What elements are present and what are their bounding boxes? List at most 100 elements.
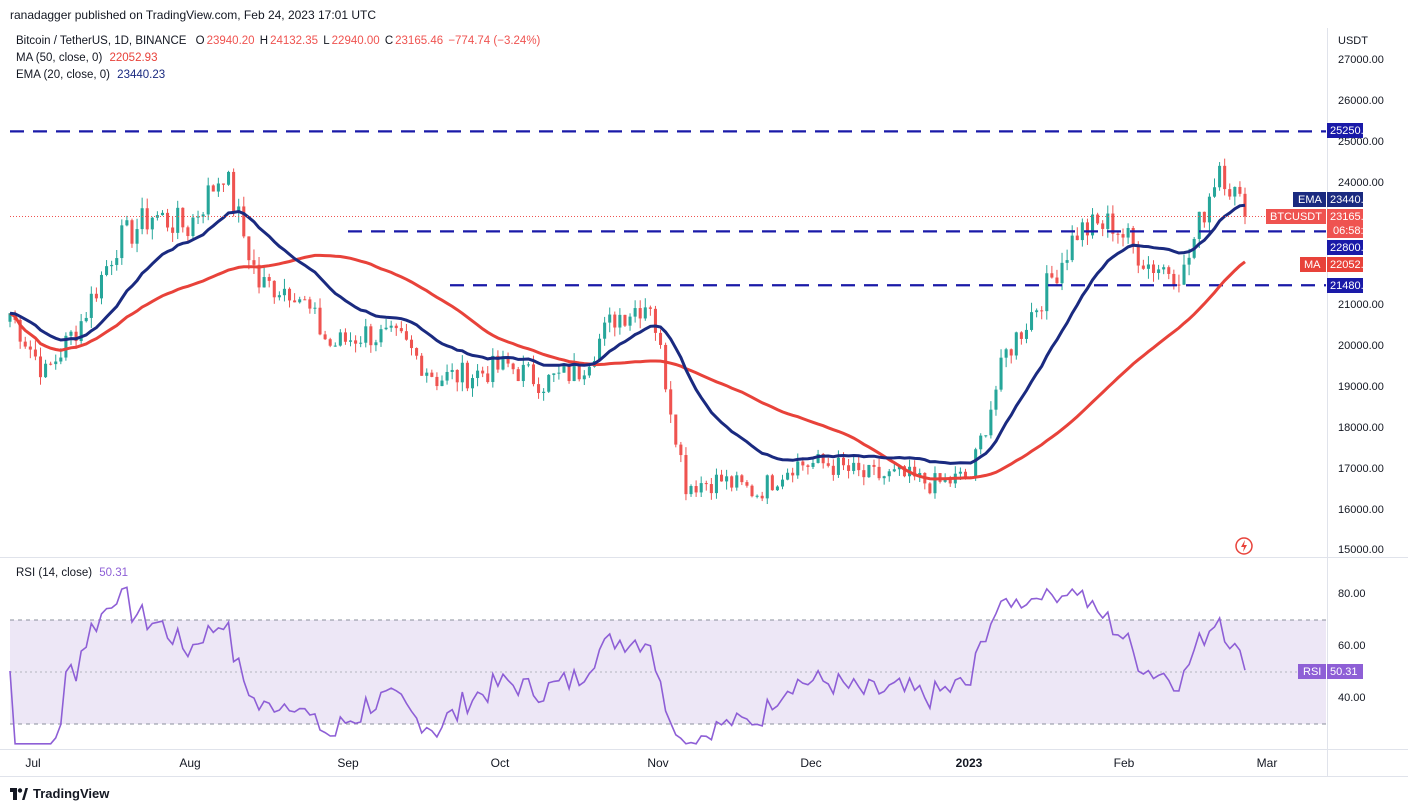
price-tick: 15000.00 — [1338, 544, 1384, 556]
candle-body — [735, 475, 739, 488]
candles-group — [8, 158, 1247, 505]
price-tick: 17000.00 — [1338, 463, 1384, 475]
badge-btcusdt: BTCUSDT 23165.46 06:58:50 — [1266, 209, 1376, 238]
candle-body — [491, 355, 495, 383]
candle-body — [1151, 264, 1156, 273]
candle-body — [984, 435, 988, 437]
candle-body — [313, 307, 317, 309]
candle-body — [33, 349, 37, 357]
candle-body — [526, 364, 530, 366]
candle-body — [979, 435, 983, 450]
rsi-tick: 60.00 — [1338, 640, 1366, 652]
candle-body — [343, 332, 347, 342]
candle-body — [450, 369, 454, 372]
candle-body — [1157, 269, 1161, 273]
ma-50-line — [9, 253, 1246, 481]
candle-body — [1030, 312, 1034, 330]
candle-body — [481, 370, 485, 374]
candle-body — [745, 482, 749, 486]
candle-body — [150, 217, 154, 230]
candle-body — [775, 486, 779, 491]
price-tick: 18000.00 — [1338, 422, 1384, 434]
candle-body — [1045, 273, 1049, 312]
candle-body — [440, 380, 444, 387]
candle-body — [1182, 264, 1186, 285]
candle-body — [267, 277, 271, 281]
candle-body — [105, 266, 109, 275]
price-tick: 21000.00 — [1338, 299, 1384, 311]
symbol-legend[interactable]: Bitcoin / TetherUS, 1D, BINANCE O 23940.2… — [16, 35, 542, 47]
candle-body — [181, 207, 185, 228]
candle-body — [1111, 213, 1115, 234]
candle-body — [1091, 214, 1095, 236]
candle-body — [999, 357, 1003, 390]
candle-body — [608, 314, 612, 323]
candle-body — [206, 185, 210, 215]
tradingview-logo-icon — [10, 787, 28, 800]
badge-rsi: RSI 50.31 — [1298, 664, 1363, 679]
candle-body — [44, 363, 48, 378]
candle-body — [211, 185, 215, 192]
candle-body — [1212, 187, 1217, 197]
candle-body — [653, 308, 657, 333]
candle-body — [318, 307, 322, 335]
candle-body — [1172, 273, 1176, 285]
candle-body — [618, 314, 622, 328]
candle-body — [501, 356, 505, 370]
rsi-tick: 40.00 — [1338, 692, 1366, 704]
candle-body — [430, 372, 434, 377]
candle-body — [272, 280, 276, 298]
time-tick: Aug — [179, 756, 200, 770]
candle-body — [465, 362, 469, 389]
candle-body — [359, 342, 363, 344]
candle-body — [1101, 223, 1105, 229]
candle-body — [542, 391, 546, 393]
candle-body — [989, 409, 993, 436]
candle-body — [1019, 332, 1023, 339]
candle-body — [110, 264, 114, 267]
candle-body — [572, 362, 576, 382]
lightning-icon[interactable] — [1235, 537, 1253, 555]
ema-legend[interactable]: EMA (20, close, 0) 23440.23 — [16, 69, 166, 81]
candle-body — [770, 475, 774, 491]
candle-body — [227, 171, 231, 185]
candle-body — [831, 465, 835, 475]
candle-body — [902, 466, 907, 477]
candle-body — [237, 206, 241, 212]
candle-body — [384, 327, 388, 330]
candle-body — [1126, 227, 1130, 238]
candle-body — [435, 376, 439, 387]
tradingview-logo[interactable]: TradingView — [10, 786, 109, 801]
candle-body — [669, 389, 673, 415]
svg-text:MA: MA — [1304, 259, 1321, 271]
candle-body — [186, 227, 190, 237]
svg-text:23440.23: 23440.23 — [1330, 194, 1376, 206]
candle-body — [826, 463, 830, 466]
candle-body — [506, 356, 510, 364]
candle-body — [857, 462, 861, 471]
candle-body — [816, 454, 820, 463]
candle-body — [277, 295, 281, 298]
candle-body — [84, 317, 88, 322]
candle-body — [404, 331, 408, 340]
footer-brand: TradingView — [33, 786, 110, 801]
rsi-legend[interactable]: RSI (14, close) 50.31 — [16, 567, 129, 579]
candle-body — [252, 260, 256, 265]
candle-body — [476, 370, 480, 379]
candle-body — [867, 464, 871, 478]
candle-body — [323, 334, 327, 340]
candle-body — [99, 274, 104, 299]
candle-body — [521, 364, 525, 382]
candle-body — [38, 356, 43, 378]
candle-body — [659, 332, 663, 345]
levels-group — [10, 130, 1326, 287]
svg-text:BTCUSDT: BTCUSDT — [1270, 211, 1322, 223]
ma-legend[interactable]: MA (50, close, 0) 22052.93 — [16, 52, 158, 64]
candle-body — [613, 314, 617, 328]
candle-body — [460, 362, 464, 383]
candle-body — [730, 476, 734, 488]
ema-20-line — [9, 203, 1246, 465]
svg-text:EMA: EMA — [1298, 194, 1323, 206]
candle-body — [1243, 193, 1247, 217]
